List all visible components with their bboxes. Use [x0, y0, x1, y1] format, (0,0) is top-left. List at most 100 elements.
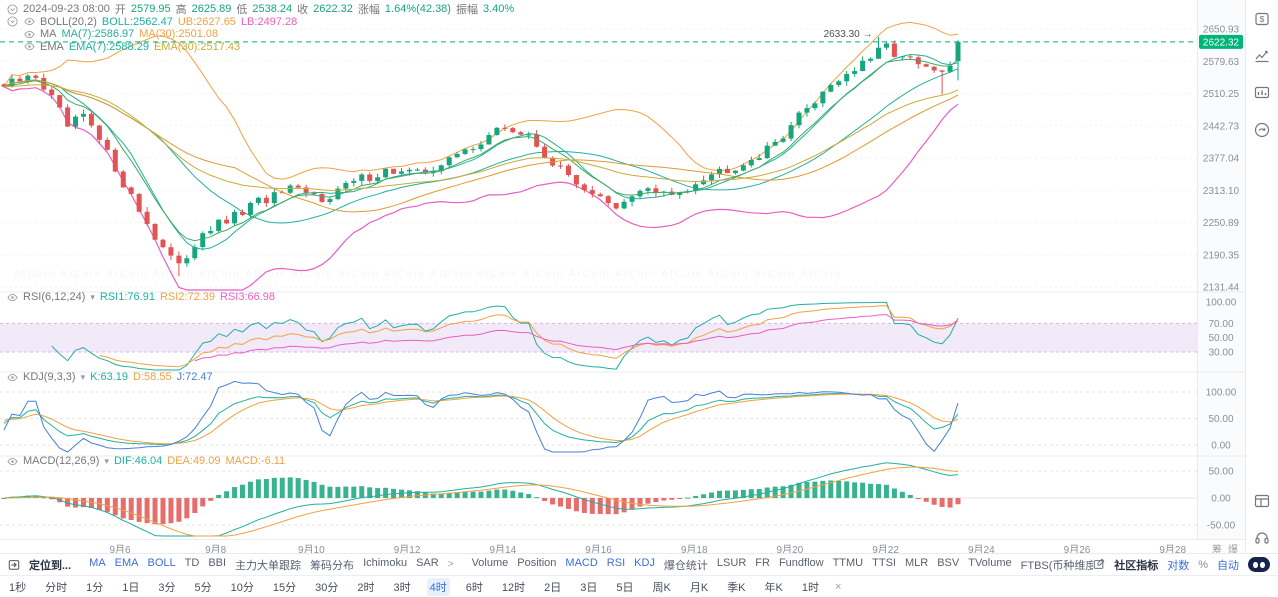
- amplitude-value: 3.40%: [482, 3, 515, 16]
- caret-down-icon[interactable]: ▾: [80, 371, 86, 382]
- timeframe-5日[interactable]: 5日: [616, 581, 634, 594]
- timeframe-季K[interactable]: 季K: [727, 581, 746, 594]
- indicator-MACD[interactable]: MACD: [565, 556, 598, 569]
- indicator-KDJ[interactable]: KDJ: [634, 556, 655, 569]
- timeframe-分时[interactable]: 分时: [45, 581, 68, 594]
- locate-button[interactable]: 定位到...: [29, 559, 72, 572]
- indicator-RSI[interactable]: RSI: [606, 556, 626, 569]
- timeframe-年K[interactable]: 年K: [764, 581, 783, 594]
- timeframe-15分[interactable]: 15分: [272, 581, 297, 594]
- svg-text:100.00: 100.00: [1206, 388, 1237, 399]
- ma-name: MA: [40, 28, 57, 41]
- liquidation-toggle[interactable]: 爆: [1228, 545, 1238, 556]
- timeframe-6时[interactable]: 6时: [465, 581, 483, 594]
- indicator-MLR[interactable]: MLR: [904, 556, 929, 569]
- eye-icon[interactable]: [23, 41, 35, 53]
- svg-text:0.00: 0.00: [1211, 494, 1231, 505]
- change-value: 1.64%(42.38): [384, 3, 451, 16]
- ema-row: EMA EMA(7):2588.29 EMA(30):2517.43: [6, 41, 514, 54]
- indicator-主力大单跟踪[interactable]: 主力大单跟踪: [235, 559, 302, 572]
- timeframe-2日[interactable]: 2日: [544, 581, 562, 594]
- svg-text:70.00: 70.00: [1208, 319, 1233, 330]
- indicator-EMA[interactable]: EMA: [114, 556, 139, 569]
- community-edit-icon[interactable]: [1093, 558, 1105, 571]
- kdj-readout: KDJ(9,3,3) ▾ K:63.19 D:58.55 J:72.47: [6, 371, 213, 383]
- x-label: 9月22: [872, 545, 899, 556]
- eye-icon[interactable]: [6, 371, 18, 383]
- indicator-Fundflow[interactable]: Fundflow: [778, 556, 824, 569]
- indicator-爆仓统计[interactable]: 爆仓统计: [663, 559, 708, 572]
- chart-canvas[interactable]: 2650.93 2579.63 2510.25 2442.73 2377.04 2313.…: [0, 0, 1245, 540]
- collapse-main-icon[interactable]: [6, 3, 18, 15]
- dollar-tag-icon[interactable]: $: [1253, 10, 1271, 28]
- boll-ub-value: UB:2627.65: [177, 15, 236, 28]
- indicator-TTSI[interactable]: TTSI: [872, 556, 896, 569]
- x-label: 9月16: [585, 545, 612, 556]
- indicator-Position[interactable]: Position: [517, 556, 557, 569]
- trend-chart-icon[interactable]: [1253, 47, 1271, 65]
- indicator-Volume[interactable]: Volume: [471, 556, 509, 569]
- timeframe-30分[interactable]: 30分: [315, 581, 339, 594]
- indicator-MA[interactable]: MA: [89, 556, 106, 569]
- x-label: 9月20: [776, 545, 804, 556]
- timeframe-10分[interactable]: 10分: [230, 581, 254, 594]
- timeframe-1时[interactable]: 1时: [801, 581, 819, 594]
- percent-scale-button[interactable]: %: [1198, 558, 1208, 571]
- timeframe-1秒[interactable]: 1秒: [9, 581, 27, 594]
- x-label: 9月8: [205, 545, 227, 556]
- indicator-BBI[interactable]: BBI: [208, 556, 227, 569]
- timeframe-4时[interactable]: 4时: [426, 577, 450, 596]
- eye-icon[interactable]: [6, 455, 18, 467]
- close-label: 收: [297, 4, 309, 17]
- timeframe-3时[interactable]: 3时: [393, 581, 411, 594]
- indicator-BOLL[interactable]: BOLL: [147, 556, 176, 569]
- caret-down-icon[interactable]: ▾: [104, 455, 109, 466]
- indicator-TVolume[interactable]: TVolume: [968, 556, 1012, 569]
- replay-icon[interactable]: [1253, 121, 1271, 139]
- timeframe-1分[interactable]: 1分: [86, 581, 104, 594]
- rsi-name: RSI(6,12,24): [23, 291, 86, 303]
- x-axis[interactable]: 筹 爆 9月6 9月8 9月10 9月12 9月14 9月16 9月18 9月20 9月22 9月…: [0, 540, 1245, 556]
- panel-chart-icon[interactable]: [1253, 84, 1271, 102]
- svg-text:100.00: 100.00: [1206, 298, 1237, 309]
- timeframe-5分[interactable]: 5分: [194, 581, 212, 594]
- ma7-value: MA(7):2586.97: [61, 28, 135, 41]
- timeframe-周K[interactable]: 周K: [652, 581, 671, 594]
- indicator-筹码分布[interactable]: 筹码分布: [310, 559, 355, 572]
- chips-toggle[interactable]: 筹: [1212, 545, 1222, 556]
- ai-assistant-icon[interactable]: [1248, 557, 1270, 572]
- timeframe-3分[interactable]: 3分: [158, 581, 176, 594]
- indicator-LSUR[interactable]: LSUR: [716, 556, 747, 569]
- rsi3-value: RSI3:66.98: [220, 291, 276, 303]
- more-main-indicators-icon[interactable]: >: [447, 559, 454, 570]
- timeframe-3日[interactable]: 3日: [580, 581, 598, 594]
- eye-icon[interactable]: [23, 16, 35, 28]
- macd-name: MACD(12,26,9): [23, 455, 100, 467]
- svg-text:AICoin AICoin AICoin: AICoin AICoin AICoin AICoin AICoin AICoi…: [14, 269, 842, 280]
- indicator-SAR[interactable]: SAR: [416, 556, 439, 569]
- eye-icon[interactable]: [6, 291, 18, 303]
- layout-window-icon[interactable]: [1253, 492, 1271, 510]
- timeframe-月K[interactable]: 月K: [689, 581, 709, 594]
- collapse-boll-icon[interactable]: [6, 16, 18, 28]
- auto-scale-button[interactable]: 自动: [1217, 559, 1239, 572]
- sub-indicator-group: Volume Position MACD RSI KDJ 爆仓统计 LSUR FR Fundfl…: [472, 557, 1094, 573]
- community-indicators-button[interactable]: 社区指标: [1114, 559, 1159, 572]
- timeframe-1日[interactable]: 1日: [122, 581, 140, 594]
- timeframe-2时[interactable]: 2时: [357, 581, 375, 594]
- locate-icon[interactable]: [8, 559, 20, 571]
- log-scale-button[interactable]: 对数: [1167, 559, 1190, 572]
- timeframe-12时[interactable]: 12时: [501, 581, 526, 594]
- eye-icon[interactable]: [23, 28, 35, 40]
- x-label: 9月12: [393, 545, 421, 556]
- headset-icon[interactable]: [1253, 529, 1271, 547]
- indicator-TD[interactable]: TD: [184, 556, 200, 569]
- indicator-FR[interactable]: FR: [755, 556, 770, 569]
- indicator-BSV[interactable]: BSV: [937, 556, 960, 569]
- indicator-FTBS(币种维度)[interactable]: FTBS(币种维度): [1020, 559, 1094, 572]
- indicator-TTMU[interactable]: TTMU: [832, 556, 864, 569]
- close-icon[interactable]: ×: [835, 580, 842, 593]
- indicator-Ichimoku[interactable]: Ichimoku: [363, 556, 408, 569]
- caret-down-icon[interactable]: ▾: [90, 291, 95, 302]
